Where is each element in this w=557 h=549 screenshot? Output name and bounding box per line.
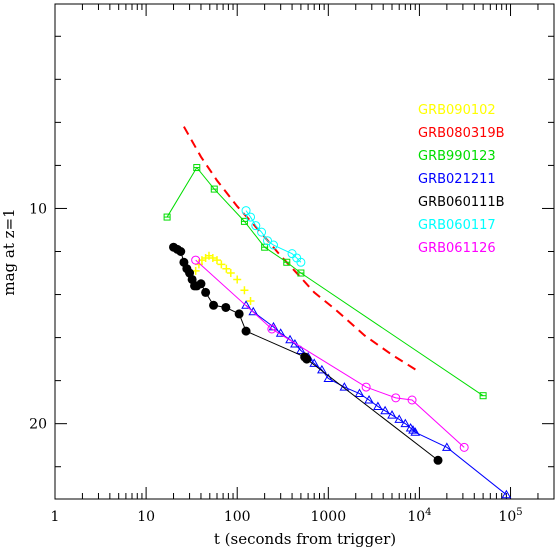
series-grb061126: [191, 255, 469, 452]
data-point: [373, 401, 383, 410]
data-point: [296, 257, 306, 267]
data-point: [241, 300, 251, 309]
data-point: [268, 240, 278, 250]
data-point: [241, 326, 251, 336]
series-grb060117: [241, 206, 306, 267]
data-point: [407, 395, 417, 405]
data-point: [410, 427, 421, 436]
x-tick-label-base: 10: [137, 509, 155, 525]
data-point: [262, 236, 272, 246]
legend-item-grb021211: GRB021211: [418, 172, 496, 187]
data-point: [209, 300, 219, 310]
x-tick-label: 100: [224, 509, 251, 525]
series-line: [195, 259, 465, 448]
data-point: [217, 260, 226, 269]
data-point: [246, 297, 255, 305]
data-point: [290, 339, 300, 348]
data-point: [248, 306, 259, 316]
series-grb090102: [191, 251, 255, 305]
data-point: [222, 264, 231, 273]
series-grb080319b: [183, 126, 420, 373]
data-point: [364, 394, 374, 404]
data-point: [234, 309, 244, 319]
series-line: [245, 304, 507, 496]
data-point: [354, 388, 365, 398]
series-grb990123: [163, 164, 487, 400]
x-tick-label: 105: [498, 507, 522, 525]
series-layer: [163, 126, 512, 499]
y-tick-label: 10: [29, 201, 47, 217]
data-point: [302, 354, 312, 364]
series-grb060111b: [169, 242, 443, 465]
data-point: [267, 324, 277, 334]
series-line: [183, 126, 420, 373]
data-point: [246, 212, 256, 222]
data-point: [251, 221, 261, 231]
data-point: [400, 418, 411, 428]
x-tick-label: 104: [407, 507, 431, 525]
data-point: [391, 393, 401, 403]
x-tick-label-base: 100: [224, 509, 251, 525]
x-tick-label-base: 1: [51, 509, 60, 525]
data-point: [240, 286, 249, 295]
data-point: [201, 287, 211, 297]
data-point: [394, 414, 405, 423]
x-tick-label: 1000: [310, 509, 346, 525]
data-point: [323, 373, 334, 382]
data-point: [433, 455, 443, 465]
data-point: [257, 227, 267, 237]
data-point: [441, 442, 452, 451]
legend-item-grb090102: GRB090102: [418, 103, 496, 118]
y-tick-label: 20: [29, 417, 47, 433]
legend-item-grb060117: GRB060117: [418, 218, 496, 233]
data-point: [296, 345, 306, 354]
data-point: [176, 247, 186, 256]
legend-item-grb990123: GRB990123: [418, 149, 496, 164]
y-axis-label: mag at z=1: [0, 208, 18, 295]
data-point: [241, 206, 251, 216]
data-point: [208, 253, 217, 262]
x-axis-label: t (seconds from trigger): [214, 530, 396, 548]
data-point: [191, 255, 201, 265]
x-tick-label-base: 1000: [310, 509, 346, 525]
legend-item-grb061126: GRB061126: [418, 241, 496, 256]
data-point: [459, 442, 469, 452]
data-point: [380, 405, 390, 415]
data-point: [196, 279, 206, 289]
data-point: [221, 302, 231, 312]
data-point: [361, 382, 371, 392]
x-tick-label-base: 10: [407, 509, 425, 525]
legend-item-grb060111b: GRB060111B: [418, 195, 505, 210]
data-point: [233, 275, 242, 284]
x-tick-label-base: 10: [498, 509, 516, 525]
legend-item-grb080319b: GRB080319B: [418, 126, 505, 141]
series-grb021211: [241, 300, 512, 499]
legend: GRB090102 GRB080319B GRB990123 GRB021211 GRB…: [418, 103, 505, 256]
x-tick-label: 10: [137, 509, 155, 525]
data-point: [213, 256, 222, 265]
series-line: [166, 166, 484, 397]
data-point: [226, 269, 235, 278]
x-tick-label: 1: [51, 509, 60, 525]
x-tick-label-exponent: 5: [516, 507, 522, 518]
x-tick-label-exponent: 4: [425, 507, 431, 518]
data-point: [501, 489, 512, 499]
data-point: [387, 410, 397, 419]
